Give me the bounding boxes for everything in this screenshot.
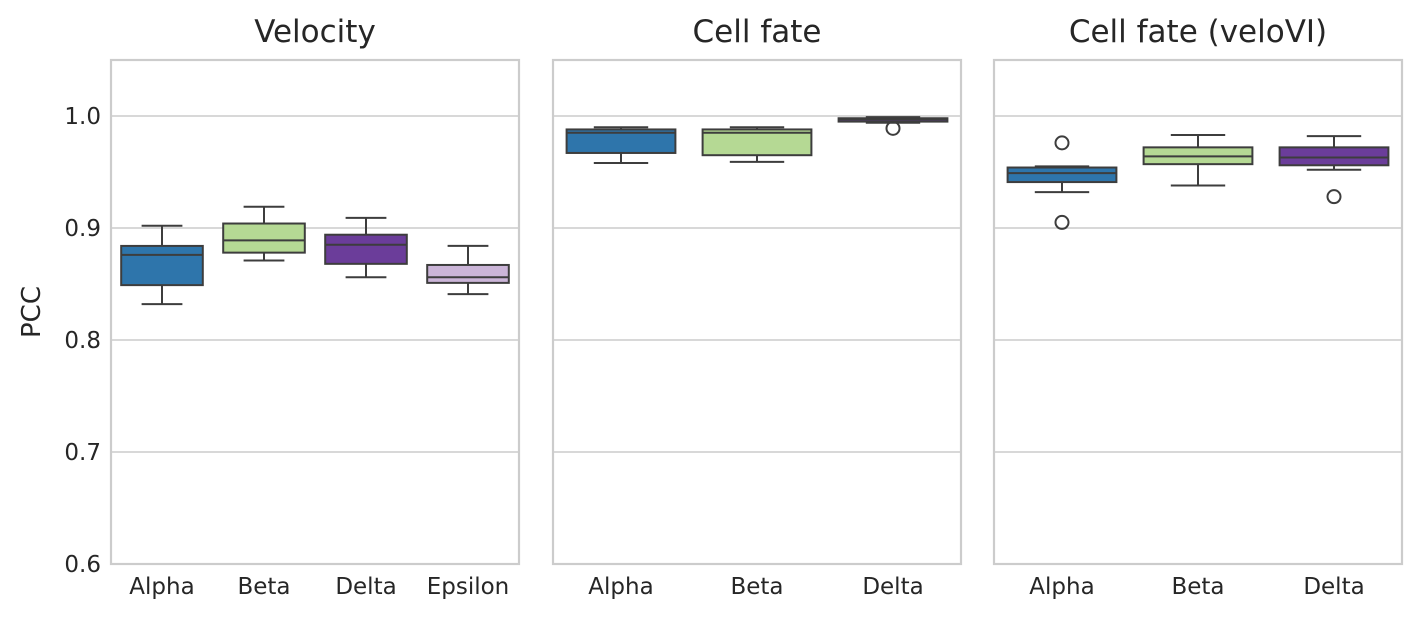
- x-tick-label: Delta: [1303, 574, 1364, 600]
- box-delta: [324, 216, 408, 279]
- outlier-point: [1054, 135, 1070, 151]
- x-tick-label: Beta: [730, 574, 783, 600]
- y-tick-label: 0.8: [64, 328, 101, 354]
- axes-frame: [551, 58, 963, 566]
- x-tick-label: Delta: [862, 574, 923, 600]
- box-body: [426, 263, 510, 284]
- x-tick-label: Delta: [335, 574, 396, 600]
- panel-1: Velocity 0.6 0.7 0.8 0.9 1.0 PCC Alpha Beta Delta…: [17, 14, 521, 600]
- box-body: [565, 128, 677, 154]
- panel-2: Cell fate Alpha Beta Delta: [551, 14, 963, 600]
- x-tick-label: Alpha: [1029, 574, 1094, 600]
- panel-title: Velocity: [254, 14, 376, 50]
- x-tick-label: Epsilon: [427, 574, 510, 600]
- box-body: [120, 244, 204, 287]
- box-delta: [837, 116, 949, 136]
- outlier-point: [1054, 214, 1070, 230]
- outlier-point: [885, 120, 901, 136]
- box-beta: [701, 126, 813, 163]
- box-delta: [1278, 135, 1390, 205]
- axes-frame: [992, 58, 1404, 566]
- box-body: [324, 233, 408, 265]
- panel-title: Cell fate: [693, 14, 822, 50]
- box-alpha: [1006, 135, 1118, 230]
- y-axis-label: PCC: [17, 286, 47, 338]
- box-alpha: [565, 126, 677, 165]
- y-tick-label: 0.6: [64, 552, 101, 578]
- box-epsilon: [426, 244, 510, 296]
- y-tick-label: 0.7: [64, 440, 101, 466]
- axes-frame: [109, 58, 521, 566]
- y-tick-label: 1.0: [64, 104, 101, 130]
- panel-3: Cell fate (veloVI) Alpha Beta Delta: [992, 14, 1404, 600]
- box-beta: [1142, 134, 1254, 187]
- outlier-point: [1326, 189, 1342, 205]
- box-body: [1278, 146, 1390, 167]
- x-tick-label: Beta: [1171, 574, 1224, 600]
- x-tick-label: Alpha: [588, 574, 653, 600]
- box-alpha: [120, 224, 204, 306]
- box-beta: [222, 205, 306, 262]
- x-tick-label: Alpha: [129, 574, 194, 600]
- box-body: [222, 222, 306, 254]
- x-tick-label: Beta: [237, 574, 290, 600]
- panel-title: Cell fate (veloVI): [1069, 14, 1327, 50]
- y-tick-label: 0.9: [64, 216, 101, 242]
- box-body: [1006, 166, 1118, 184]
